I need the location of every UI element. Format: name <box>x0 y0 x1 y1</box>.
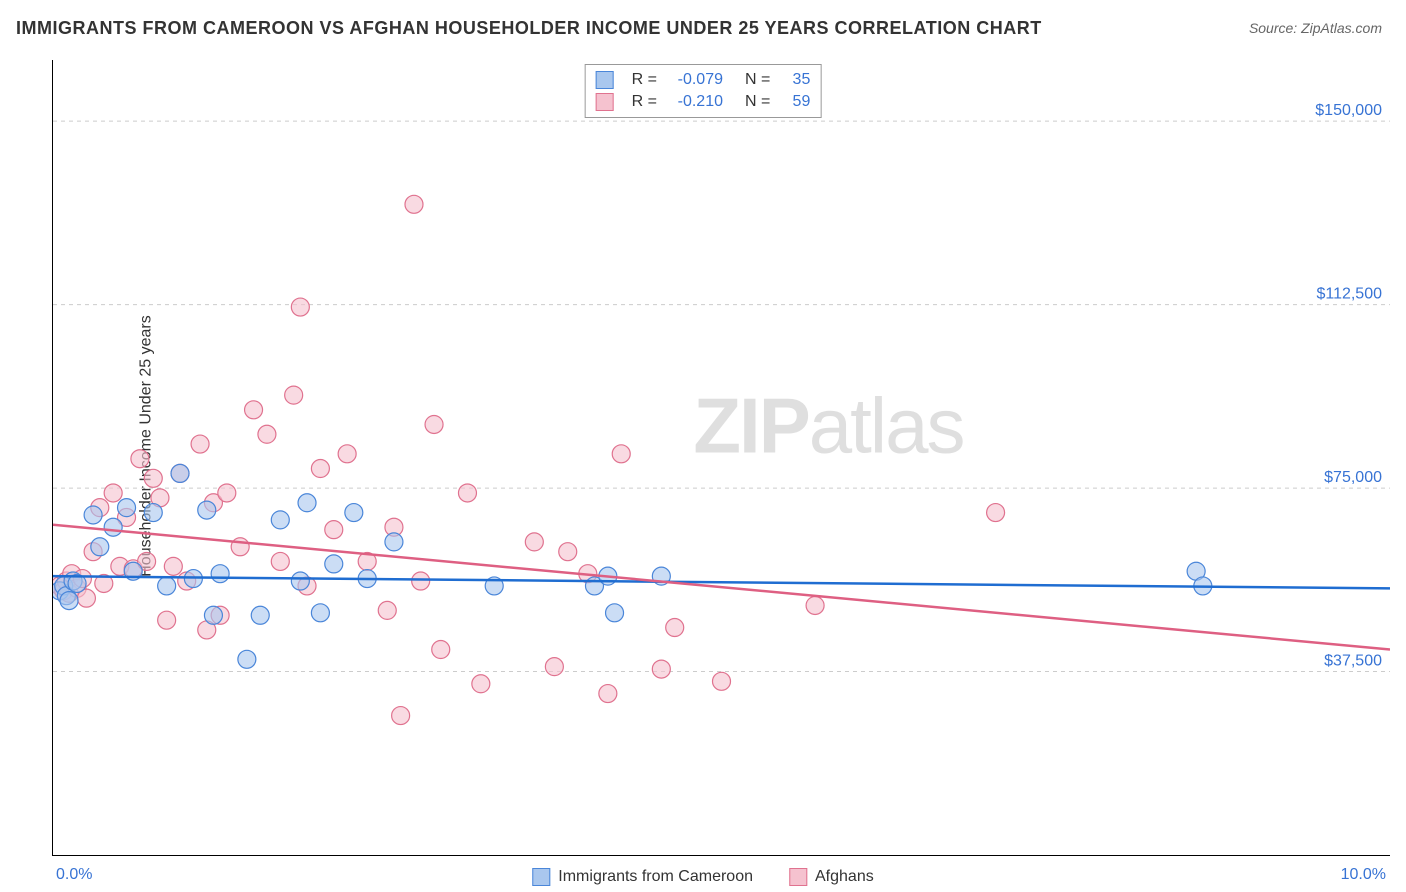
data-point <box>84 506 102 524</box>
legend-item: Immigrants from Cameroon <box>532 868 753 886</box>
chart-title: IMMIGRANTS FROM CAMEROON VS AFGHAN HOUSE… <box>16 18 1042 39</box>
source-attribution: Source: ZipAtlas.com <box>1249 20 1382 36</box>
data-point <box>325 521 343 539</box>
correlation-legend: R = -0.079 N = 35 R = -0.210 N = 59 <box>585 64 822 118</box>
data-point <box>458 484 476 502</box>
y-tick-label: $150,000 <box>1315 102 1382 119</box>
data-point <box>144 469 162 487</box>
legend-swatch <box>596 71 614 89</box>
data-point <box>652 660 670 678</box>
data-point <box>298 494 316 512</box>
chart-plot-area: ZIPatlas $37,500$75,000$112,500$150,000 <box>52 60 1390 856</box>
data-point <box>325 555 343 573</box>
data-point <box>218 484 236 502</box>
legend-swatch <box>596 93 614 111</box>
data-point <box>666 619 684 637</box>
r-label: R = <box>632 71 657 89</box>
data-point <box>392 707 410 725</box>
data-point <box>131 450 149 468</box>
x-axis-min-label: 0.0% <box>56 866 92 884</box>
legend-label: Afghans <box>815 868 874 885</box>
data-point <box>271 511 289 529</box>
r-value: -0.079 <box>667 71 723 89</box>
data-point <box>211 565 229 583</box>
series-legend: Immigrants from Cameroon Afghans <box>532 868 873 886</box>
data-point <box>198 501 216 519</box>
legend-item: Afghans <box>789 868 874 886</box>
data-point <box>251 606 269 624</box>
legend-label: Immigrants from Cameroon <box>558 868 753 885</box>
correlation-legend-row: R = -0.079 N = 35 <box>596 69 811 91</box>
data-point <box>171 464 189 482</box>
data-point <box>472 675 490 693</box>
data-point <box>144 504 162 522</box>
data-point <box>713 672 731 690</box>
r-value: -0.210 <box>667 93 723 111</box>
y-tick-label: $37,500 <box>1324 653 1382 670</box>
data-point <box>285 386 303 404</box>
data-point <box>405 195 423 213</box>
data-point <box>599 685 617 703</box>
data-point <box>104 484 122 502</box>
data-point <box>238 650 256 668</box>
data-point <box>245 401 263 419</box>
data-point <box>311 604 329 622</box>
data-point <box>91 538 109 556</box>
data-point <box>104 518 122 536</box>
data-point <box>204 606 222 624</box>
data-point <box>311 460 329 478</box>
data-point <box>271 552 289 570</box>
data-point <box>545 658 563 676</box>
data-point <box>378 601 396 619</box>
n-label: N = <box>745 71 770 89</box>
data-point <box>191 435 209 453</box>
data-point <box>612 445 630 463</box>
data-point <box>118 499 136 517</box>
data-point <box>345 504 363 522</box>
scatter-plot-svg: $37,500 $75,000 $112,500 $150,000 <box>53 60 1390 855</box>
x-axis-max-label: 10.0% <box>1341 866 1386 884</box>
data-point <box>425 415 443 433</box>
data-point <box>606 604 624 622</box>
legend-swatch <box>789 868 807 886</box>
n-value: 59 <box>780 93 810 111</box>
data-point <box>60 592 78 610</box>
data-point <box>291 572 309 590</box>
data-point <box>338 445 356 463</box>
correlation-legend-row: R = -0.210 N = 59 <box>596 91 811 113</box>
y-tick-label: $112,500 <box>1316 286 1382 303</box>
data-point <box>158 577 176 595</box>
y-tick-label: $75,000 <box>1324 469 1382 486</box>
data-point <box>258 425 276 443</box>
n-value: 35 <box>780 71 810 89</box>
data-point <box>385 533 403 551</box>
legend-swatch <box>532 868 550 886</box>
data-point <box>158 611 176 629</box>
data-point <box>559 543 577 561</box>
data-point <box>525 533 543 551</box>
data-point <box>412 572 430 590</box>
data-point <box>987 504 1005 522</box>
data-point <box>806 596 824 614</box>
data-point <box>432 641 450 659</box>
n-label: N = <box>745 93 770 111</box>
r-label: R = <box>632 93 657 111</box>
data-point <box>291 298 309 316</box>
data-point <box>164 557 182 575</box>
